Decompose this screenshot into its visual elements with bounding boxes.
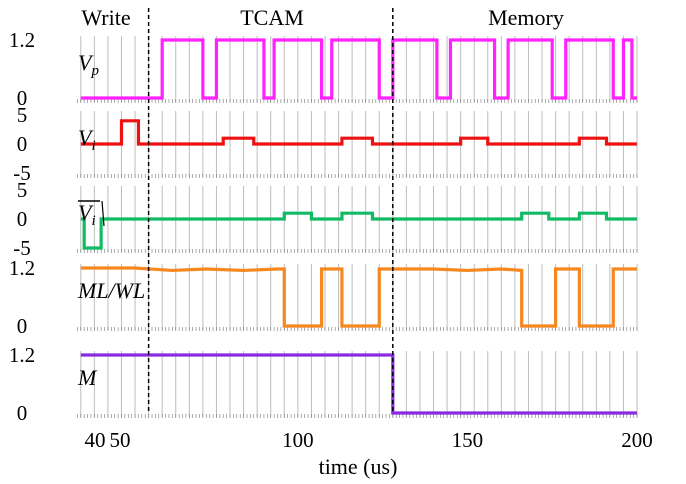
panel-label-sub: i: [91, 138, 95, 154]
panel-label-main: ML/WL: [77, 278, 145, 303]
y-tick-label: 1.2: [9, 256, 35, 280]
x-tick-label: 150: [452, 428, 484, 452]
overline-end: [101, 200, 105, 227]
y-tick-label: 1.2: [9, 343, 35, 367]
y-tick-label: 0: [17, 132, 28, 156]
signal-trace: [80, 211, 637, 250]
x-axis: 40 50 100 150 200: [85, 428, 653, 452]
y-tick-label: -5: [13, 236, 31, 260]
y-tick-label: 0: [17, 314, 28, 338]
panel-V_p: 1.2 0 Vp: [9, 28, 638, 110]
panel-label: Vi: [78, 200, 96, 229]
panel-label: Vi: [78, 125, 96, 154]
panel-label-main: V: [78, 50, 94, 75]
region-labels: Write TCAM Memory: [81, 5, 563, 30]
y-tick-label: 0: [17, 401, 28, 425]
panel-label: Vp: [78, 50, 99, 79]
phase-dividers: [147, 8, 394, 414]
region-label: Write: [81, 5, 130, 30]
y-tick-label: 0: [17, 207, 28, 231]
signal-trace: [80, 266, 637, 328]
region-label: TCAM: [240, 5, 304, 30]
y-tick-label: 5: [17, 103, 28, 127]
panel-V_i_bar: 5 0 -5 Vi: [13, 178, 638, 260]
x-tick-label: 40: [85, 428, 106, 452]
signal-trace: [80, 119, 637, 146]
panel-ML_WL: 1.2 0 ML/WL: [9, 256, 638, 338]
region-label: Memory: [488, 5, 564, 30]
panel-label: ML/WL: [77, 278, 145, 303]
y-tick-label: 5: [17, 178, 28, 202]
panel-label-main: V: [78, 125, 94, 150]
x-tick-label: 50: [110, 428, 131, 452]
x-tick-label: 200: [621, 428, 653, 452]
panel-label-sub: i: [91, 213, 95, 229]
x-tick-label: 100: [282, 428, 314, 452]
y-tick-label: 0: [17, 86, 28, 110]
panel-label-sub: p: [90, 63, 99, 79]
y-tick-label: 1.2: [9, 28, 35, 52]
panel-M: 1.2 0 M: [9, 343, 638, 425]
panel-label-main: M: [77, 365, 98, 390]
y-tick-label: -5: [13, 161, 31, 185]
signal-trace: [80, 38, 637, 100]
x-axis-label: time (us): [319, 454, 398, 479]
panel-V_i: 5 0 -5 Vi: [13, 103, 638, 185]
signal-trace: [80, 353, 637, 415]
panel-label-main: V: [78, 200, 94, 225]
panel-label: M: [77, 365, 98, 390]
